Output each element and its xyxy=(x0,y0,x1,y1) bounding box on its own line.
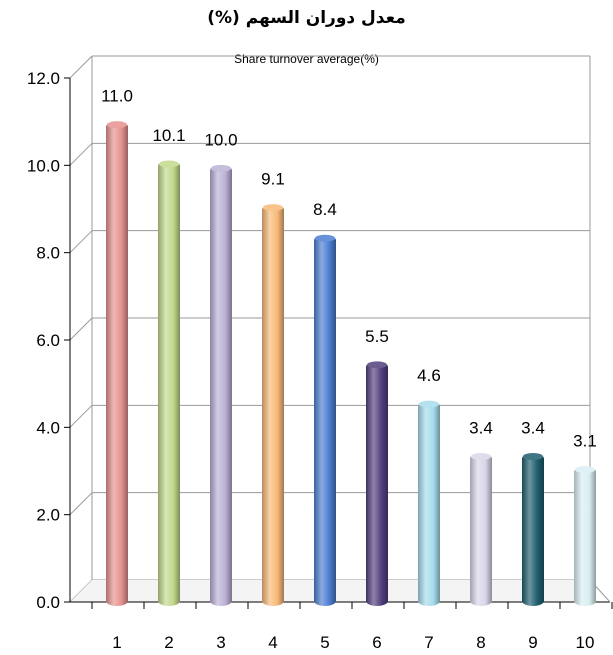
bar-cap-5 xyxy=(315,234,335,242)
data-label-7: 4.6 xyxy=(417,366,441,385)
data-label-3: 10.0 xyxy=(204,130,237,149)
bar-cap-9 xyxy=(523,453,543,461)
bar-3 xyxy=(210,165,232,607)
gridline-depth xyxy=(69,317,93,341)
x-tick-label: 9 xyxy=(528,633,537,652)
data-label-8: 3.4 xyxy=(469,419,493,438)
bar-5 xyxy=(314,235,336,606)
bars xyxy=(106,121,596,607)
gridline-depth xyxy=(69,142,93,166)
bar-1 xyxy=(106,121,128,607)
bar-cap-8 xyxy=(471,453,491,461)
data-label-5: 8.4 xyxy=(313,200,337,219)
gridline-depth xyxy=(69,404,93,428)
bar-7 xyxy=(418,401,440,606)
bar-cap-4 xyxy=(263,204,283,212)
y-tick-label: 6.0 xyxy=(36,331,60,350)
x-tick-label: 10 xyxy=(576,633,595,652)
x-tick-label: 4 xyxy=(268,633,277,652)
bar-6 xyxy=(366,361,388,606)
data-labels: 11.0 10.1 10.0 9.1 8.4 5.5 4.6 3.4 3.4 3.1 xyxy=(101,87,597,451)
x-tick-label: 2 xyxy=(164,633,173,652)
gridline-depth xyxy=(69,230,93,254)
bar-9 xyxy=(522,453,544,606)
data-label-2: 10.1 xyxy=(152,126,185,145)
y-tick-label: 2.0 xyxy=(36,506,60,525)
gridline-depth xyxy=(69,55,93,79)
chart-title: معدل دوران السهم (%) xyxy=(207,8,406,28)
y-tick-label: 4.0 xyxy=(36,418,60,437)
data-label-4: 9.1 xyxy=(261,170,285,189)
bar-cap-2 xyxy=(159,160,179,168)
bar-8 xyxy=(470,453,492,606)
x-tick-label: 1 xyxy=(112,633,121,652)
x-tick-label: 8 xyxy=(476,633,485,652)
bar-10 xyxy=(574,466,596,606)
data-label-1: 11.0 xyxy=(101,87,133,106)
x-tick-label: 5 xyxy=(320,633,329,652)
bar-cap-3 xyxy=(211,164,231,172)
data-label-9: 3.4 xyxy=(521,419,545,438)
y-tick-label: 0.0 xyxy=(36,593,60,612)
gridline-depth xyxy=(69,492,93,516)
y-tick-label: 10.0 xyxy=(27,156,60,175)
bar-cap-1 xyxy=(107,121,127,129)
y-tick-label: 8.0 xyxy=(36,244,60,263)
x-tick-label: 3 xyxy=(216,633,225,652)
bar-cap-6 xyxy=(367,361,387,369)
x-tick-label: 6 xyxy=(372,633,381,652)
bar-cap-10 xyxy=(575,466,595,474)
bar-4 xyxy=(262,204,284,606)
data-label-10: 3.1 xyxy=(573,432,597,451)
y-tick-label: 12.0 xyxy=(27,69,60,88)
bar-2 xyxy=(158,160,180,606)
x-tick-label: 7 xyxy=(424,633,433,652)
bar-cap-7 xyxy=(419,400,439,408)
data-label-6: 5.5 xyxy=(365,327,389,346)
